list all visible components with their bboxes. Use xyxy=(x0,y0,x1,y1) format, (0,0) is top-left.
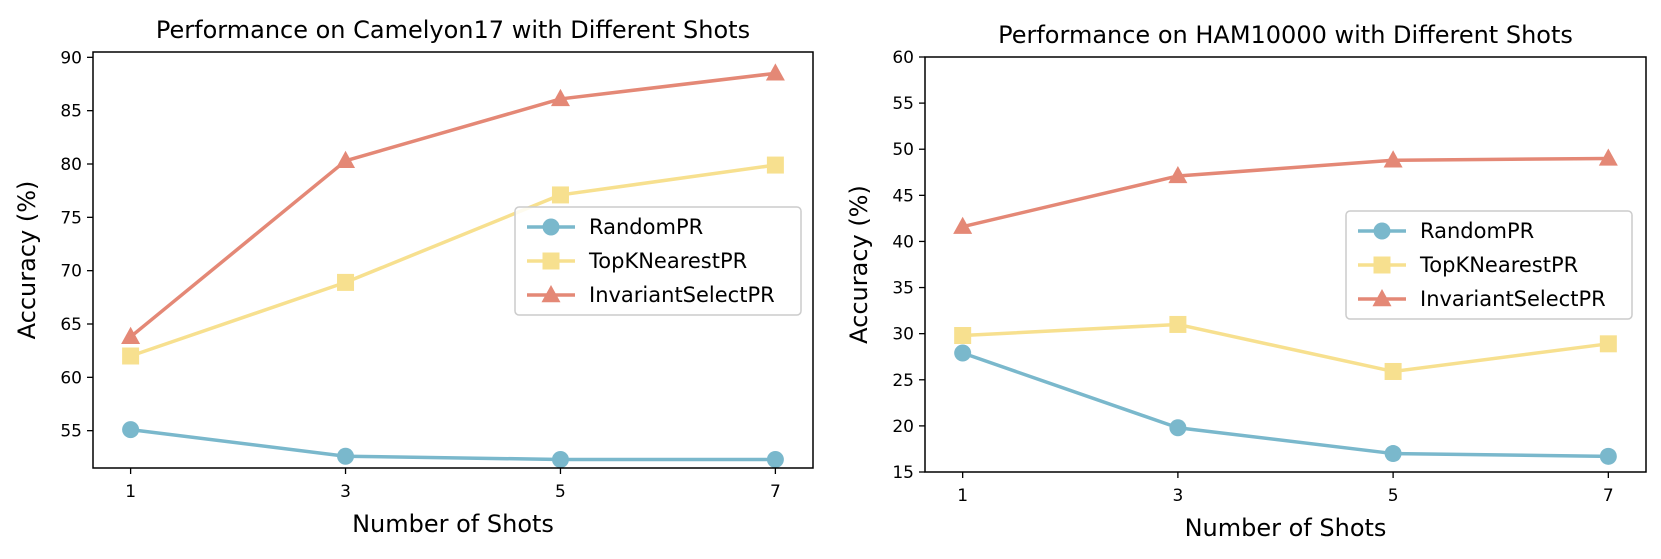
series-line-TopKNearestPR xyxy=(130,163,776,358)
x-tick-label: 1 xyxy=(957,486,968,506)
data-point-TopKNearestPR-3 xyxy=(1169,315,1187,333)
y-tick-label: 55 xyxy=(60,422,82,442)
y-tick-label: 45 xyxy=(892,186,914,206)
data-point-RandomPR-1 xyxy=(954,344,972,362)
y-tick-label: 60 xyxy=(892,48,914,68)
y-axis-label: Accuracy (%) xyxy=(845,185,873,344)
y-tick-label: 70 xyxy=(60,262,82,282)
legend-label-RandomPR: RandomPR xyxy=(1420,219,1534,243)
series-TopKNearestPR xyxy=(954,315,1617,380)
data-point-InvariantSelectPR-3 xyxy=(336,150,356,168)
data-point-InvariantSelectPR-7 xyxy=(1598,148,1618,166)
series-InvariantSelectPR xyxy=(121,63,785,344)
data-point-RandomPR-7 xyxy=(1599,447,1617,465)
x-tick-label: 5 xyxy=(1388,486,1399,506)
y-tick-label: 40 xyxy=(892,232,914,252)
y-tick-label: 50 xyxy=(892,140,914,160)
series-line-RandomPR xyxy=(962,351,1609,459)
data-point-RandomPR-5 xyxy=(551,450,569,468)
data-point-InvariantSelectPR-5 xyxy=(1383,150,1403,168)
chart-title: Performance on HAM10000 with Different S… xyxy=(998,21,1573,49)
x-axis-label: Number of Shots xyxy=(1185,514,1387,542)
series-line-InvariantSelectPR xyxy=(129,71,776,339)
series-line-TopKNearestPR xyxy=(962,322,1609,374)
y-tick-label: 55 xyxy=(892,94,914,114)
x-tick-label: 7 xyxy=(770,482,781,502)
legend-box xyxy=(514,206,802,316)
data-point-TopKNearestPR-7 xyxy=(1599,335,1617,353)
series-RandomPR xyxy=(122,421,784,468)
legend-marker-RandomPR xyxy=(1373,222,1391,240)
x-tick-label: 3 xyxy=(340,482,351,502)
legend: RandomPR TopKNearestPR InvariantSelectPR xyxy=(514,206,802,316)
legend-box xyxy=(1345,210,1633,320)
y-tick-label: 20 xyxy=(892,417,914,437)
axes-frame xyxy=(924,56,1647,473)
legend-marker-TopKNearestPR xyxy=(1373,256,1391,274)
legend-label-InvariantSelectPR: InvariantSelectPR xyxy=(1420,287,1606,311)
y-tick-label: 30 xyxy=(892,325,914,345)
data-point-TopKNearestPR-3 xyxy=(337,273,355,291)
data-point-TopKNearestPR-7 xyxy=(766,156,784,174)
data-point-TopKNearestPR-1 xyxy=(954,327,972,345)
series-InvariantSelectPR xyxy=(953,148,1618,234)
x-tick-label: 1 xyxy=(125,482,136,502)
y-tick-label: 15 xyxy=(892,463,914,483)
chart-camelyon17: 1 3 5 7 55 60 65 70 75 80 85 90 Performance on Camel… xyxy=(13,16,814,538)
y-tick-label: 35 xyxy=(892,279,914,299)
y-tick-label: 80 xyxy=(60,155,82,175)
y-axis-label: Accuracy (%) xyxy=(13,181,41,340)
y-tick-label: 90 xyxy=(60,48,82,68)
data-point-TopKNearestPR-5 xyxy=(1384,362,1402,380)
y-tick-label: 65 xyxy=(60,315,82,335)
data-point-TopKNearestPR-1 xyxy=(122,347,140,365)
x-axis-label: Number of Shots xyxy=(352,510,554,538)
legend-label-TopKNearestPR: TopKNearestPR xyxy=(1419,253,1578,277)
series-line-InvariantSelectPR xyxy=(962,156,1609,229)
series-TopKNearestPR xyxy=(122,156,784,365)
y-tick-label: 25 xyxy=(892,371,914,391)
x-tick-label: 7 xyxy=(1603,486,1614,506)
legend-label-RandomPR: RandomPR xyxy=(589,215,703,239)
data-point-RandomPR-3 xyxy=(1169,419,1187,437)
series-line-RandomPR xyxy=(130,427,776,462)
data-point-RandomPR-7 xyxy=(766,450,784,468)
y-tick-label: 85 xyxy=(60,102,82,122)
chart-title: Performance on Camelyon17 with Different… xyxy=(156,16,750,44)
legend-marker-InvariantSelectPR xyxy=(1372,289,1392,307)
data-point-InvariantSelectPR-1 xyxy=(121,326,141,344)
y-tick-label: 60 xyxy=(60,368,82,388)
legend-marker-RandomPR xyxy=(542,218,560,236)
axes-frame xyxy=(92,51,814,469)
series-RandomPR xyxy=(954,344,1617,465)
data-point-InvariantSelectPR-3 xyxy=(1168,165,1188,184)
legend: RandomPR TopKNearestPR InvariantSelectPR xyxy=(1345,210,1633,320)
data-point-InvariantSelectPR-5 xyxy=(550,88,570,107)
legend-marker-TopKNearestPR xyxy=(542,252,560,270)
legend-label-TopKNearestPR: TopKNearestPR xyxy=(588,249,747,273)
legend-label-InvariantSelectPR: InvariantSelectPR xyxy=(589,283,775,307)
y-tick-label: 75 xyxy=(60,208,82,228)
data-point-RandomPR-5 xyxy=(1384,445,1402,463)
x-tick-label: 5 xyxy=(555,482,566,502)
data-point-RandomPR-1 xyxy=(122,421,140,439)
x-tick-label: 3 xyxy=(1172,486,1183,506)
data-point-RandomPR-3 xyxy=(337,447,355,465)
data-point-TopKNearestPR-5 xyxy=(551,186,569,204)
data-point-InvariantSelectPR-7 xyxy=(765,63,785,81)
data-point-InvariantSelectPR-1 xyxy=(953,216,973,234)
legend-marker-InvariantSelectPR xyxy=(541,285,561,303)
